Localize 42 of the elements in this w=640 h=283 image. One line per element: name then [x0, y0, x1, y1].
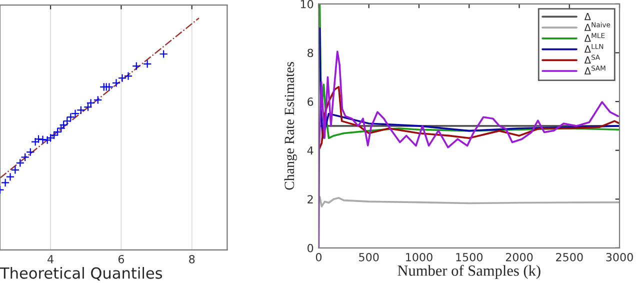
- x-tick-label: 2000: [506, 252, 533, 262]
- y-tick-label: 0: [308, 244, 314, 252]
- x-tick-label: 3000: [606, 252, 633, 262]
- y-tick-label: 4: [307, 146, 314, 155]
- x-axis-title: Theoretical Quantiles: [0, 267, 162, 281]
- line-series: [318, 86, 620, 152]
- x-tick-label: 1000: [406, 252, 432, 262]
- legend-label: Δ: [584, 13, 591, 20]
- y-tick-label: 10: [300, 0, 314, 8]
- point: [159, 50, 168, 58]
- x-tick-label: 4: [48, 255, 54, 264]
- point: [34, 134, 43, 144]
- point: [84, 102, 92, 112]
- legend-label: Δ$^{SA}$: [584, 54, 600, 64]
- x-tick-label: 1500: [456, 252, 483, 262]
- point: [30, 138, 40, 146]
- y-axis-title: Change Rate Estimates: [284, 62, 297, 190]
- y-tick-label: 8: [308, 48, 314, 58]
- y-tick-label: 2: [308, 195, 313, 204]
- x-axis-title: Number of Samples (k): [398, 264, 540, 279]
- x-tick-label: 2500: [556, 252, 583, 262]
- point: [38, 135, 48, 144]
- point: [56, 124, 66, 133]
- legend-label: Δ$^{LLN}$: [584, 44, 604, 53]
- y-tick-label: 6: [308, 98, 314, 106]
- point: [142, 60, 152, 68]
- x-tick-label: 6: [118, 254, 124, 264]
- x-tick-label: 8: [189, 254, 195, 264]
- point: [104, 82, 114, 92]
- legend-label: Δ$^{MLE}$: [584, 33, 605, 42]
- legend-label: Δ$^{SAM}$: [584, 66, 606, 74]
- point: [10, 166, 20, 174]
- point: [86, 98, 96, 108]
- point: [94, 96, 102, 104]
- point: [132, 62, 141, 70]
- line-series: [318, 196, 620, 208]
- point: [62, 116, 72, 126]
- x-tick-label: 500: [359, 252, 379, 262]
- point: [53, 128, 62, 136]
- x-tick-label: 0: [316, 252, 322, 262]
- legend-label: Δ$^{Naive}$: [584, 22, 610, 31]
- point: [59, 120, 68, 130]
